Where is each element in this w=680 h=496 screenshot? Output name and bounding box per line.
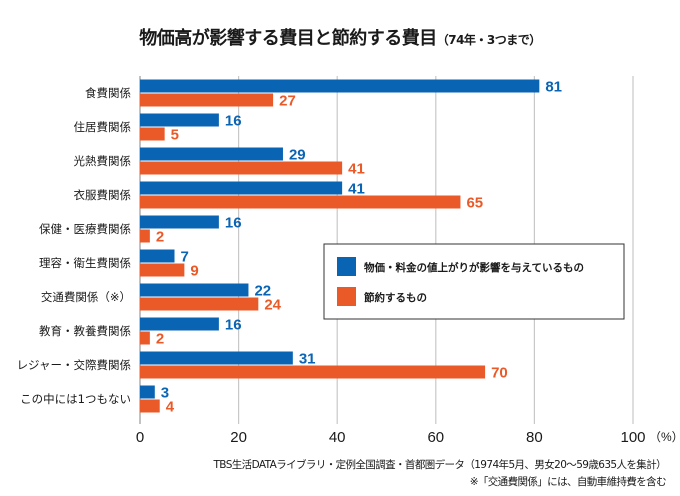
category-label: 交通費関係（※） bbox=[41, 290, 131, 304]
x-tick-label: 80 bbox=[526, 429, 543, 446]
value-label-affected: 3 bbox=[161, 385, 169, 402]
value-label-saving: 27 bbox=[279, 93, 296, 110]
value-label-affected: 16 bbox=[225, 317, 242, 334]
bar-affected-2 bbox=[140, 147, 283, 161]
bar-affected-1 bbox=[140, 113, 219, 127]
value-label-saving: 2 bbox=[156, 229, 164, 246]
bar-saving-4 bbox=[140, 229, 150, 243]
category-label: この中には1つもない bbox=[20, 392, 131, 406]
value-label-affected: 41 bbox=[348, 181, 365, 198]
category-label: 教育・教養費関係 bbox=[39, 324, 131, 338]
bar-saving-8 bbox=[140, 365, 486, 379]
value-label-saving: 41 bbox=[348, 161, 365, 178]
value-label-saving: 9 bbox=[190, 263, 198, 280]
value-label-saving: 4 bbox=[166, 399, 175, 416]
bar-saving-7 bbox=[140, 331, 150, 345]
bars bbox=[140, 79, 540, 413]
legend-label-saving: 節約するもの bbox=[363, 291, 427, 304]
bar-saving-9 bbox=[140, 399, 160, 413]
value-label-saving: 2 bbox=[156, 331, 164, 348]
category-label: 食費関係 bbox=[85, 86, 131, 100]
chart-title: 物価高が影響する費目と節約する費目（74年・3つまで） bbox=[0, 24, 680, 50]
legend-label-affected: 物価・料金の値上がりが影響を与えているもの bbox=[364, 261, 584, 274]
value-label-saving: 65 bbox=[466, 195, 483, 212]
bar-saving-0 bbox=[140, 93, 274, 107]
bar-affected-5 bbox=[140, 249, 175, 263]
category-label: 光熱費関係 bbox=[74, 154, 132, 168]
x-tick-label: 20 bbox=[230, 429, 247, 446]
legend-swatch-saving bbox=[337, 287, 356, 306]
source-footer: TBS生活DATAライブラリ・定例全国調査・首都圏データ（1974年5月、男女2… bbox=[213, 457, 666, 491]
bar-affected-7 bbox=[140, 317, 219, 331]
category-labels: 食費関係住居費関係光熱費関係衣服費関係保健・医療費関係理容・衛生費関係交通費関係… bbox=[17, 86, 131, 406]
value-label-affected: 16 bbox=[225, 215, 242, 232]
x-tick-label: 100 bbox=[620, 429, 645, 446]
chart-subtitle: （74年・3つまで） bbox=[436, 33, 542, 47]
x-axis-unit: （%） bbox=[649, 430, 680, 444]
category-label: 理容・衛生費関係 bbox=[39, 256, 131, 270]
value-label-saving: 5 bbox=[171, 127, 179, 144]
bar-affected-3 bbox=[140, 181, 343, 195]
bar-saving-1 bbox=[140, 127, 165, 141]
value-label-affected: 31 bbox=[299, 351, 316, 368]
chart-title-main: 物価高が影響する費目と節約する費目 bbox=[139, 28, 437, 49]
bar-saving-2 bbox=[140, 161, 343, 175]
value-label-affected: 16 bbox=[225, 113, 242, 130]
x-tick-label: 0 bbox=[136, 429, 144, 446]
category-label: 保健・医療費関係 bbox=[39, 222, 131, 236]
bar-affected-8 bbox=[140, 351, 293, 365]
value-label-affected: 29 bbox=[289, 147, 306, 164]
category-label: レジャー・交際費関係 bbox=[17, 358, 131, 372]
bar-affected-0 bbox=[140, 79, 540, 93]
legend-box bbox=[323, 243, 625, 320]
category-label: 住居費関係 bbox=[74, 120, 132, 134]
bar-affected-4 bbox=[140, 215, 219, 229]
x-tick-label: 60 bbox=[427, 429, 444, 446]
value-label-affected: 81 bbox=[545, 79, 562, 96]
value-label-affected: 22 bbox=[254, 283, 271, 300]
bar-affected-6 bbox=[140, 283, 249, 297]
legend-swatch-affected bbox=[337, 257, 356, 276]
x-axis-ticks: 0 20 40 60 80 100 （%） bbox=[136, 429, 680, 446]
bar-saving-6 bbox=[140, 297, 259, 311]
value-label-saving: 70 bbox=[491, 365, 508, 382]
bar-saving-3 bbox=[140, 195, 461, 209]
bar-affected-9 bbox=[140, 385, 155, 399]
source-text: TBS生活DATAライブラリ・定例全国調査・首都圏データ（1974年5月、男女2… bbox=[213, 459, 666, 471]
bar-saving-5 bbox=[140, 263, 185, 277]
value-label-saving: 24 bbox=[264, 297, 281, 314]
footnote-text: ※「交通費関係」には、自動車維持費を含む bbox=[469, 476, 667, 488]
legend: 物価・料金の値上がりが影響を与えているもの 節約するもの bbox=[323, 243, 625, 320]
category-label: 衣服費関係 bbox=[74, 188, 132, 202]
value-label-affected: 7 bbox=[181, 249, 189, 266]
x-tick-label: 40 bbox=[329, 429, 346, 446]
